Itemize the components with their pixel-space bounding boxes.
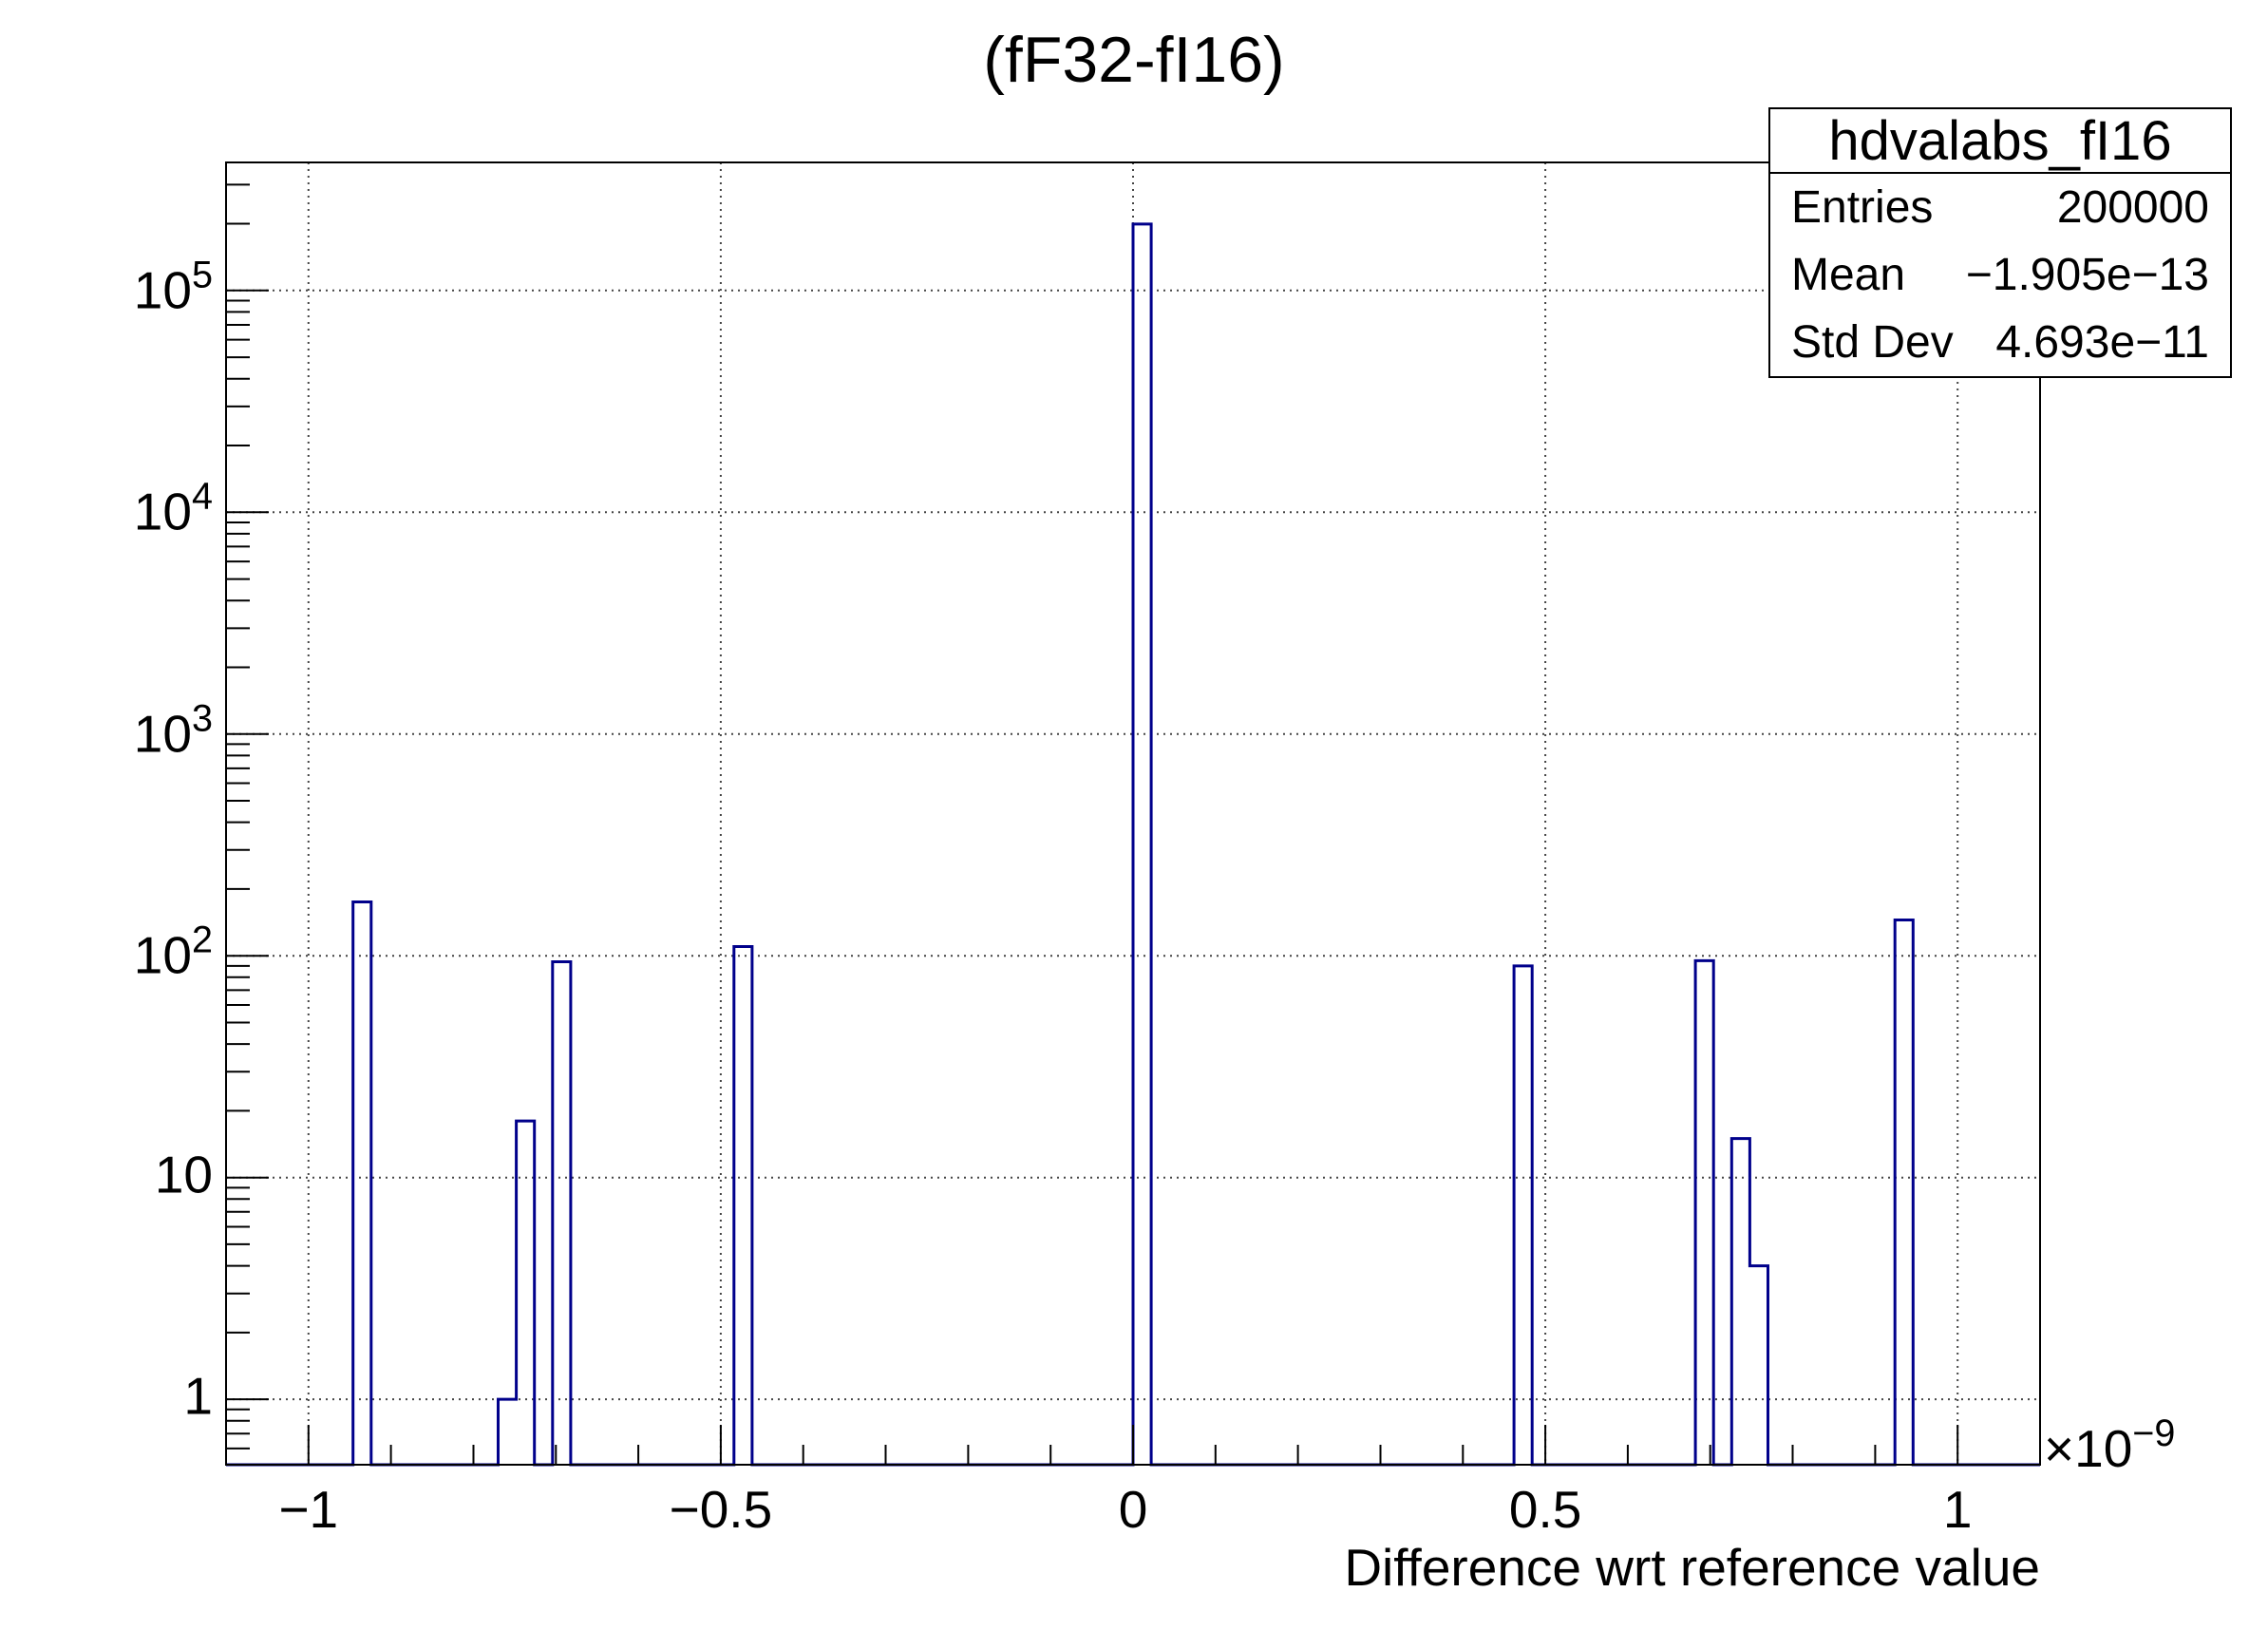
chart-title: (fF32-fI16): [983, 24, 1285, 96]
y-tick-base: 10: [154, 1145, 213, 1204]
y-tick-exponent: 2: [191, 919, 213, 961]
y-tick-base: 10: [133, 703, 192, 763]
x-axis-title: Difference wrt reference value: [1344, 1538, 2040, 1597]
x-tick-label: −0.5: [669, 1480, 773, 1539]
stats-label: Entries: [1791, 182, 1934, 233]
y-tick-base: 10: [133, 925, 192, 985]
x-axis-exponent-label: ×10−9: [2044, 1412, 2175, 1480]
y-tick-exponent: 4: [191, 475, 213, 518]
y-tick-label: 1: [183, 1365, 213, 1428]
y-tick-exponent: 3: [191, 697, 213, 740]
y-tick-label: 105: [134, 253, 213, 321]
x-tick-label: −1: [278, 1480, 339, 1539]
stats-row-entries: Entries 200000: [1791, 174, 2209, 241]
stats-label: Std Dev: [1791, 317, 1954, 368]
y-tick-base: 1: [183, 1366, 213, 1426]
stats-value: −1.905e−13: [1965, 250, 2209, 300]
y-tick-label: 102: [134, 919, 213, 987]
stats-box: hdvalabs_fI16 Entries 200000 Mean −1.905…: [1768, 107, 2232, 378]
y-tick-label: 104: [134, 475, 213, 543]
stats-box-title: hdvalabs_fI16: [1770, 109, 2230, 174]
stats-value: 200000: [2056, 182, 2209, 233]
y-tick-base: 10: [133, 260, 192, 320]
exponent-base: ×10: [2044, 1418, 2133, 1478]
x-tick-label: 0.5: [1508, 1480, 1582, 1539]
x-tick-label: 1: [1942, 1480, 1973, 1539]
stats-row-mean: Mean −1.905e−13: [1791, 241, 2209, 309]
stats-value: 4.693e−11: [1995, 317, 2209, 368]
stats-row-stddev: Std Dev 4.693e−11: [1791, 309, 2209, 376]
stats-box-rows: Entries 200000 Mean −1.905e−13 Std Dev 4…: [1770, 174, 2230, 376]
x-tick-label: 0: [1118, 1480, 1148, 1539]
histogram-path: [226, 222, 2040, 1467]
y-tick-exponent: 5: [191, 254, 213, 296]
stats-label: Mean: [1791, 250, 1906, 300]
y-tick-label: 103: [134, 696, 213, 765]
exponent-power: −9: [2132, 1412, 2176, 1454]
y-tick-base: 10: [133, 482, 192, 541]
y-tick-label: 10: [155, 1143, 213, 1205]
